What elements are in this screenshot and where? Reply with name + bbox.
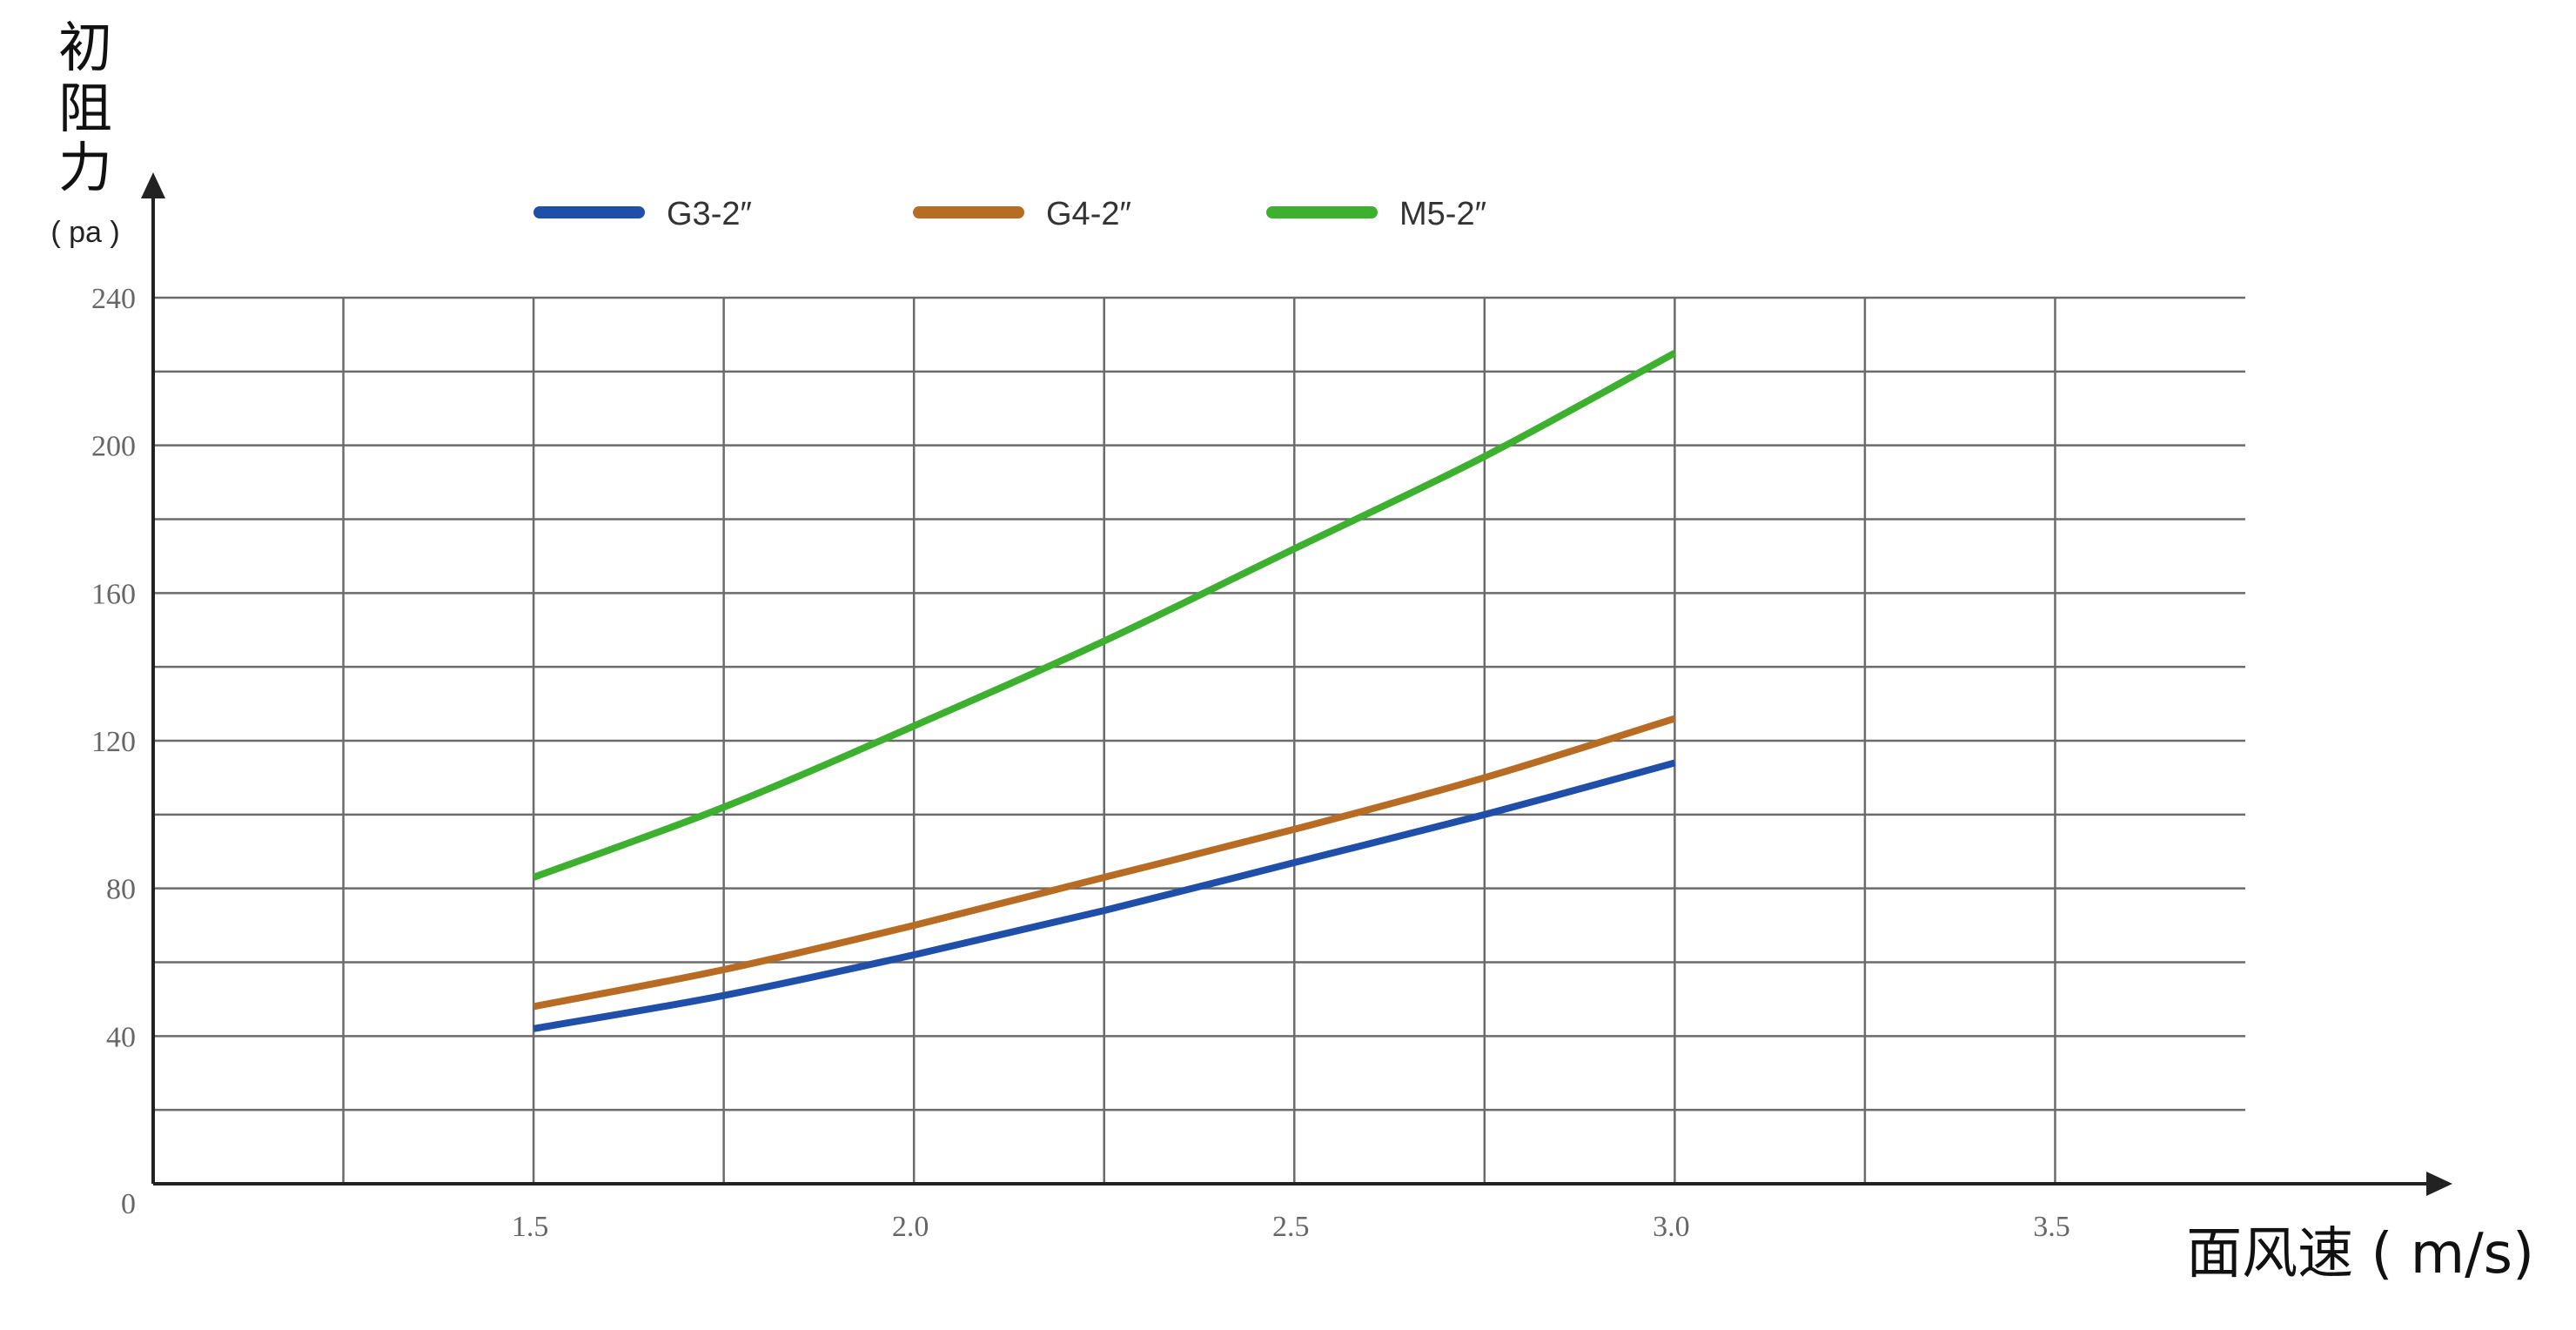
legend-label: G3-2″ [667, 196, 752, 232]
y-axis-title-char: 力 [58, 136, 112, 199]
series-line [533, 759, 1676, 1032]
tick-labels: 0 40 80 120 160 200 240 1.5 2.0 2.5 3.0 3.5 [91, 283, 2070, 1243]
legend: G3-2″ G4-2″ M5-2″ [533, 196, 1486, 232]
y-tick-label: 0 [121, 1188, 136, 1220]
x-tick-label: 2.5 [1272, 1211, 1310, 1243]
x-tick-label: 3.0 [1653, 1211, 1690, 1243]
x-tick-label: 3.5 [2033, 1211, 2070, 1243]
y-tick-label: 120 [91, 726, 136, 758]
series-lines [532, 350, 1677, 1032]
x-tick-label: 1.5 [512, 1211, 549, 1243]
y-tick-label: 80 [106, 874, 136, 906]
legend-label: M5-2″ [1399, 196, 1486, 232]
axis-titles: 初阻力 ( pa ) 面风速 ( m/s) [50, 16, 2534, 1286]
x-axis-arrow [2426, 1172, 2452, 1196]
x-tick-label: 2.0 [892, 1211, 929, 1243]
legend-label: G4-2″ [1046, 196, 1131, 232]
y-tick-label: 40 [106, 1021, 136, 1053]
y-axis-title-char: 阻 [58, 77, 112, 140]
y-tick-label: 200 [91, 431, 136, 463]
y-axis-unit: ( pa ) [50, 216, 119, 249]
axes [141, 172, 2452, 1196]
y-axis-title-char: 初 [58, 16, 112, 79]
y-tick-label: 160 [91, 578, 136, 610]
y-tick-label: 240 [91, 283, 136, 315]
series-line [532, 350, 1677, 881]
y-axis-arrow [141, 172, 165, 198]
x-axis-title: 面风速 ( m/s) [2186, 1222, 2534, 1286]
grid [153, 296, 2245, 1184]
series-line [533, 715, 1676, 1011]
